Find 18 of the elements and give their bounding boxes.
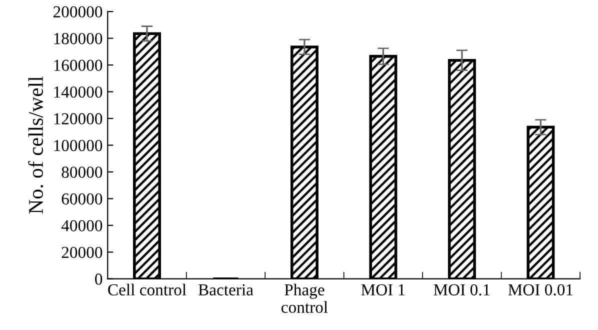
y-tick-label: 80000 [62, 166, 102, 178]
y-tick-label: 100000 [54, 140, 102, 152]
x-tick-label: MOI 0.01 [508, 284, 573, 296]
y-tick-label: 20000 [62, 246, 102, 258]
y-tick-label: 200000 [54, 6, 102, 18]
y-tick-label: 180000 [54, 32, 102, 44]
y-tick-label: 120000 [54, 113, 102, 124]
x-tick-label: Bacteria [198, 284, 254, 296]
x-tick-label: Cell control [108, 284, 186, 296]
y-tick-label: 140000 [54, 86, 102, 98]
y-tick-label: 160000 [54, 60, 102, 71]
x-tick-label: MOI 0.1 [434, 284, 490, 296]
y-tick-label: 0 [95, 274, 102, 285]
x-tick-label: MOI 1 [361, 284, 405, 296]
y-tick-label: 60000 [62, 193, 102, 205]
y-tick-label: 40000 [61, 220, 102, 232]
x-tick-label: Phage control [282, 284, 328, 313]
y-axis-title: No. of cells/well [28, 76, 44, 214]
